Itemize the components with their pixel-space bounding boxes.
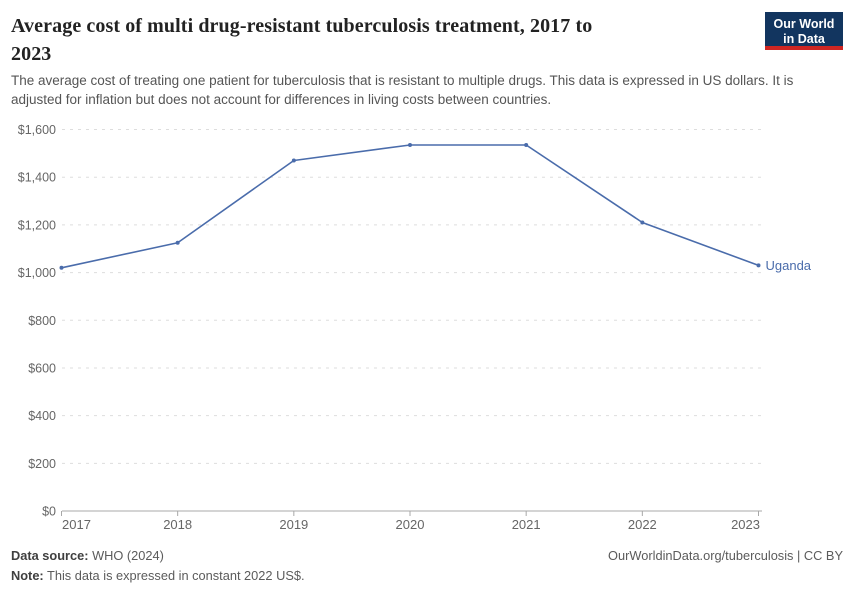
data-point-2022[interactable] bbox=[640, 220, 645, 225]
y-tick-label: $600 bbox=[28, 361, 56, 375]
x-tick-label: 2022 bbox=[628, 517, 657, 532]
y-tick-label: $800 bbox=[28, 314, 56, 328]
y-tick-label: $1,400 bbox=[18, 171, 56, 185]
footer-note: Note: This data is expressed in constant… bbox=[11, 568, 305, 583]
footer-datasource: Data source: WHO (2024) bbox=[11, 548, 164, 563]
y-tick-label: $400 bbox=[28, 409, 56, 423]
data-point-2020[interactable] bbox=[408, 142, 412, 147]
y-tick-label: $1,000 bbox=[18, 266, 56, 280]
data-point-2023[interactable] bbox=[756, 263, 761, 268]
x-tick-label: 2019 bbox=[279, 517, 308, 532]
note-label: Note: bbox=[11, 568, 44, 583]
line-series-uganda bbox=[61, 144, 759, 269]
owid-logo-line2: in Data bbox=[783, 31, 825, 46]
x-tick-label: 2017 bbox=[62, 517, 91, 532]
y-tick-label: $200 bbox=[28, 457, 56, 471]
page-title: Average cost of multi drug-resistant tub… bbox=[11, 15, 593, 65]
owid-logo[interactable]: Our World in Data bbox=[765, 12, 843, 50]
owid-logo-line1: Our World bbox=[773, 17, 835, 31]
y-tick-label: $1,200 bbox=[18, 218, 56, 232]
y-tick-label: $1,600 bbox=[18, 123, 56, 137]
x-tick-label: 2018 bbox=[163, 517, 192, 532]
note-value: This data is expressed in constant 2022 … bbox=[43, 568, 305, 583]
data-point-2019[interactable] bbox=[291, 158, 296, 163]
datasource-value: WHO (2024) bbox=[88, 548, 164, 563]
x-tick-label: 2020 bbox=[396, 517, 425, 532]
x-tick-label: 2021 bbox=[512, 517, 541, 532]
data-point-2018[interactable] bbox=[175, 240, 180, 245]
data-point-2017[interactable] bbox=[59, 265, 64, 270]
footer-link[interactable]: OurWorldinData.org/tuberculosis | CC BY bbox=[608, 548, 843, 563]
datasource-label: Data source: bbox=[11, 548, 89, 563]
data-point-2021[interactable] bbox=[524, 142, 529, 147]
x-tick-label: 2023 bbox=[731, 517, 760, 532]
series-end-label[interactable]: Uganda bbox=[766, 258, 812, 273]
chart-subtitle: The average cost of treating one patient… bbox=[11, 73, 794, 108]
y-tick-label: $0 bbox=[42, 505, 56, 519]
